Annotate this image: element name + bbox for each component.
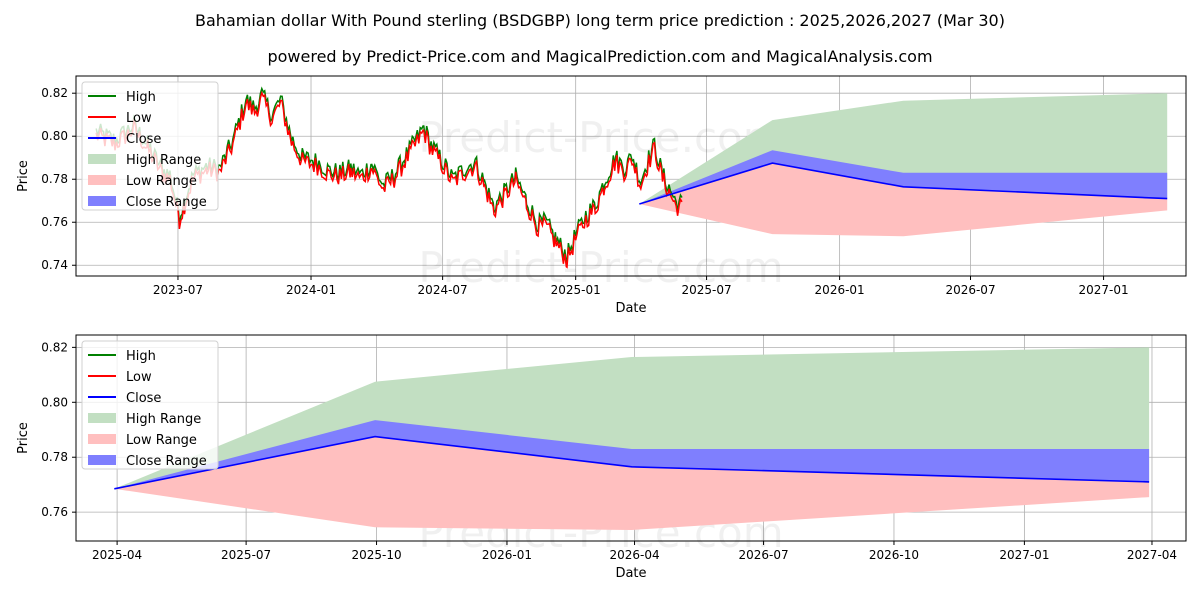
- close-range-band: [114, 420, 1150, 489]
- x-tick-label: 2024-07: [418, 283, 468, 297]
- legend-label: Close: [126, 132, 161, 147]
- top-panel: Predict-Price.comPredict-Price.com2023-0…: [16, 75, 1187, 316]
- legend-swatch-close-range: [88, 196, 116, 206]
- legend: High Low Close High Range Low Range Close Ran…: [81, 340, 219, 470]
- legend-swatch-high-range: [88, 154, 116, 164]
- close-range-band: [639, 150, 1168, 204]
- low-range-band: [639, 163, 1168, 237]
- legend-label: Close: [126, 391, 161, 406]
- x-tick-label: 2027-01: [999, 548, 1049, 562]
- legend-label: High: [126, 90, 156, 105]
- plot-area: [114, 347, 1150, 530]
- legend-label: High Range: [126, 153, 201, 168]
- x-tick-label: 2026-01: [815, 283, 865, 297]
- chart-subtitle: powered by Predict-Price.com and Magical…: [267, 47, 932, 66]
- legend-label: Low Range: [126, 433, 197, 448]
- legend-label: Low: [126, 111, 152, 126]
- y-axis-label: Price: [16, 422, 31, 454]
- x-tick-label: 2023-07: [153, 283, 203, 297]
- close-forecast-line: [114, 435, 1150, 490]
- watermark: Predict-Price.com: [418, 243, 783, 292]
- plot-area: [95, 86, 1168, 269]
- tick-labels: 2023-07 2024-01 2024-07 2025-01 2025-07 2026-…: [41, 86, 1128, 297]
- y-tick-label: 0.74: [41, 258, 68, 272]
- x-tick-label: 2025-04: [92, 548, 142, 562]
- x-tick-label: 2026-07: [738, 548, 788, 562]
- legend-swatch-close-range: [88, 455, 116, 465]
- legend-label: Close Range: [126, 454, 207, 469]
- low-range-band: [114, 436, 1150, 530]
- x-tick-label: 2026-01: [482, 548, 532, 562]
- x-tick-label: 2025-10: [351, 548, 401, 562]
- x-tick-label: 2026-07: [945, 283, 995, 297]
- x-tick-label: 2025-07: [221, 548, 271, 562]
- legend-label: Close Range: [126, 195, 207, 210]
- y-tick-label: 0.76: [41, 215, 68, 229]
- axes-frame: [75, 334, 1187, 542]
- legend-label: High: [126, 349, 156, 364]
- y-tick-label: 0.76: [41, 505, 68, 519]
- axes-frame: [75, 75, 1187, 277]
- legend-label: High Range: [126, 412, 201, 427]
- x-tick-label: 2027-01: [1078, 283, 1128, 297]
- y-tick-label: 0.82: [41, 86, 68, 100]
- close-forecast-line: [639, 162, 1168, 205]
- y-tick-label: 0.78: [41, 172, 68, 186]
- x-tick-label: 2027-04: [1127, 548, 1177, 562]
- x-tick-label: 2025-01: [551, 283, 601, 297]
- x-tick-label: 2026-04: [609, 548, 659, 562]
- x-tick-label: 2024-01: [286, 283, 336, 297]
- legend-swatch-high-range: [88, 413, 116, 423]
- x-tick-label: 2026-10: [869, 548, 919, 562]
- y-tick-label: 0.82: [41, 340, 68, 354]
- x-tick-label: 2025-07: [681, 283, 731, 297]
- x-axis-label: Date: [615, 566, 646, 581]
- y-tick-label: 0.80: [41, 129, 68, 143]
- x-axis-label: Date: [615, 301, 646, 316]
- legend-swatch-low-range: [88, 175, 116, 185]
- legend-swatch-low-range: [88, 434, 116, 444]
- legend-label: Low Range: [126, 174, 197, 189]
- legend-label: Low: [126, 370, 152, 385]
- y-tick-label: 0.78: [41, 450, 68, 464]
- chart-title: Bahamian dollar With Pound sterling (BSD…: [195, 11, 1005, 30]
- legend: High Low Close High Range Low Range Close Ran…: [81, 81, 219, 211]
- y-axis-label: Price: [16, 160, 31, 192]
- tick-labels: 2025-04 2025-07 2025-10 2026-01 2026-04 2026-…: [41, 340, 1177, 562]
- bottom-panel: Predict-Price.comPredict-Price.com2025-0…: [16, 334, 1187, 581]
- y-tick-label: 0.80: [41, 395, 68, 409]
